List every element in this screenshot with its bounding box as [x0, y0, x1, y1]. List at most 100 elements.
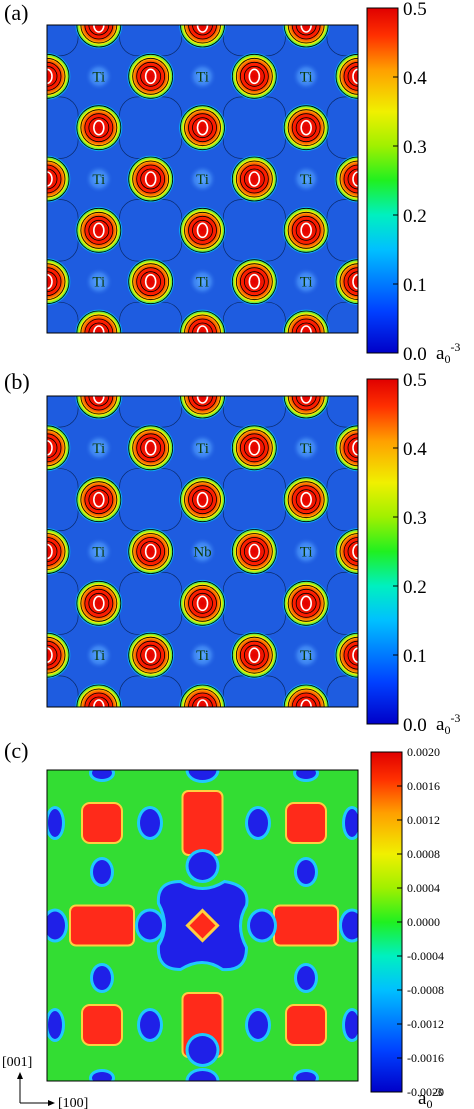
axis-label-100: [100]	[58, 1096, 88, 1109]
panel-a: Ti Ti Ti Ti Ti Ti Ti Ti Ti (a) 0.5 0.4 0.3 0.2 0.1 0.…	[4, 0, 460, 366]
negative-region	[140, 1011, 160, 1039]
metal-atom-shading	[292, 165, 321, 193]
oxygen-atom	[126, 155, 175, 203]
oxygen-atom	[178, 206, 227, 255]
arrowhead-horizontal	[48, 1100, 55, 1106]
atom-label: Ti	[300, 69, 313, 85]
colorbar-tick-label: -0.0012	[407, 1017, 444, 1031]
oxygen-atom	[74, 683, 123, 707]
panel-b: Ti Ti Ti Ti Nb Ti Ti Ti Ti (b) 0.5 0.4 0.3 0.2 0.1 0.…	[4, 369, 460, 737]
map-frame	[46, 24, 359, 334]
colorbar-tick-label: -0.0016	[407, 1051, 444, 1065]
negative-region	[188, 770, 217, 780]
colorbar-tick-label: 0.0016	[407, 779, 440, 793]
oxygen-atom	[126, 52, 175, 101]
colorbar-tick-label: 0.5	[403, 370, 427, 391]
negative-region	[47, 911, 65, 940]
oxygen-atom	[230, 631, 279, 680]
oxygen-atom	[178, 396, 227, 420]
metal-atom-shading	[188, 537, 217, 566]
metal-atom-shading	[84, 641, 113, 670]
metal-atom-shading	[188, 62, 217, 91]
atom-label: Ti	[92, 648, 105, 664]
oxygen-atom	[230, 423, 279, 472]
oxygen-atom	[230, 52, 279, 101]
negative-region	[140, 809, 160, 837]
negative-region	[296, 1072, 316, 1081]
colorbar-tick-label: 0.4	[403, 68, 427, 89]
oxygen-atom	[47, 155, 71, 203]
oxygen-atom	[282, 579, 331, 628]
colorbar-tick-label: 0.2	[403, 206, 427, 227]
oxygen-atom	[282, 683, 331, 707]
panel-label: (b)	[4, 369, 30, 394]
negative-region	[93, 966, 111, 990]
map-frame	[46, 395, 359, 708]
metal-atom-shading	[188, 267, 217, 296]
atom-label: Ti	[300, 545, 313, 561]
colorbar-tick-label: 0.1	[403, 646, 427, 667]
negative-region	[342, 911, 358, 940]
oxygen-atom	[178, 103, 227, 152]
metal-atom-shading	[292, 433, 321, 462]
positive-region	[273, 904, 339, 947]
oxygen-atom	[282, 103, 331, 152]
oxygen-atom	[47, 423, 71, 472]
axis-label-001: [001]	[2, 1055, 32, 1070]
oxygen-atom	[334, 52, 358, 101]
colorbar-tick-label: 0.4	[403, 439, 427, 460]
negative-region	[93, 860, 111, 884]
colorbar-tick-label: 0.5	[403, 0, 427, 20]
positive-region	[81, 802, 123, 844]
oxygen-atom	[178, 25, 227, 49]
negative-region	[345, 809, 358, 837]
map-frame	[46, 769, 359, 1082]
arrowhead-vertical	[17, 1072, 23, 1079]
atom-label: Ti	[92, 545, 105, 561]
negative-region	[297, 966, 315, 990]
positive-region	[285, 1004, 327, 1046]
atom-label: Ti	[196, 275, 209, 291]
oxygen-atom	[74, 475, 123, 524]
oxygen-atom	[47, 52, 71, 101]
colorbar-unit: a0-3	[436, 340, 460, 366]
oxygen-atom	[47, 527, 71, 576]
oxygen-atom	[47, 631, 71, 680]
atom-label: Ti	[92, 275, 105, 291]
oxygen-atom	[126, 631, 175, 680]
positive-core	[185, 908, 220, 943]
colorbar-tick-label: 0.1	[403, 275, 427, 296]
colorbar-tick-label: 0.0012	[407, 813, 440, 827]
colorbar-unit: a0-3	[418, 1085, 442, 1109]
oxygen-atom	[282, 396, 331, 420]
atom-label: Ti	[196, 648, 209, 664]
oxygen-atom	[282, 475, 331, 524]
oxygen-atom	[178, 579, 227, 628]
metal-atom-shading	[292, 641, 321, 670]
metal-atom-shading	[84, 433, 113, 462]
positive-region	[285, 802, 327, 844]
oxygen-atom	[230, 257, 279, 306]
oxygen-atom	[282, 25, 331, 49]
colorbar-tick-label: 0.0008	[407, 847, 440, 861]
negative-region	[188, 852, 217, 880]
negative-region	[345, 1011, 358, 1039]
panel-label: (c)	[4, 738, 28, 763]
colorbar-tick-label: 0.3	[403, 508, 427, 529]
colorbar-tick-label: 0.3	[403, 137, 427, 158]
positive-region	[181, 790, 224, 856]
colorbar	[366, 7, 399, 354]
colorbar-tick-label: -0.0020	[407, 1085, 444, 1099]
oxygen-atom	[334, 631, 358, 680]
oxygen-atom	[178, 309, 227, 333]
atom-label: Ti	[196, 172, 209, 188]
negative-region	[296, 770, 316, 779]
negative-region	[138, 911, 162, 940]
colorbar-tick-label: 0.0000	[407, 915, 440, 929]
metal-atom-shading	[188, 641, 217, 670]
oxygen-atom	[74, 396, 123, 420]
colorbar	[370, 751, 403, 1093]
negative-region	[188, 1071, 217, 1081]
oxygen-atom	[334, 257, 358, 306]
